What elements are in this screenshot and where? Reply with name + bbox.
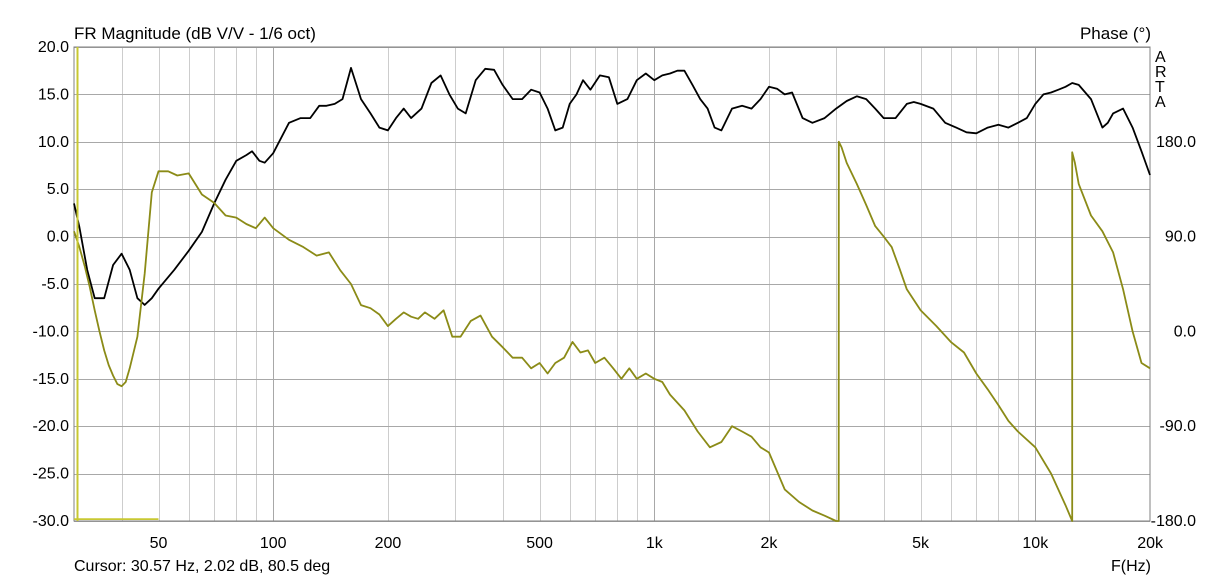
magnitude-curve <box>73 67 1151 306</box>
arta-logo-letter: T <box>1155 79 1165 96</box>
x-tick-label: 100 <box>260 535 287 552</box>
y-tick-label: -5.0 <box>41 276 69 293</box>
y2-tick-labels: 180.0 90.0 0.0 -90.0 -180.0 <box>1151 134 1196 530</box>
x-tick-label: 5k <box>912 535 930 552</box>
x-tick-label: 2k <box>761 535 779 552</box>
y-tick-labels: 20.0 15.0 10.0 5.0 0.0 -5.0 -10.0 -15.0 -20.0 -25… <box>33 39 70 530</box>
y2-tick-label: -180.0 <box>1151 513 1196 530</box>
y2-tick-label: 0.0 <box>1174 323 1196 340</box>
x-tick-label: 500 <box>526 535 553 552</box>
y-tick-label: 10.0 <box>38 134 69 151</box>
phase-curve <box>73 140 1151 522</box>
y2-tick-label: 90.0 <box>1165 229 1196 246</box>
chart-title: FR Magnitude (dB V/V - 1/6 oct) <box>74 24 316 43</box>
arta-logo-letter: A <box>1155 49 1166 66</box>
x-tick-labels: 50 100 200 500 1k 2k 5k 10k 20k <box>150 535 1164 552</box>
arta-logo-letter: A <box>1155 94 1166 111</box>
series-layer <box>73 47 1151 522</box>
x-tick-label: 20k <box>1137 535 1164 552</box>
y-tick-label: -30.0 <box>33 513 70 530</box>
y-tick-label: -20.0 <box>33 418 70 435</box>
y-tick-label: 15.0 <box>38 86 69 103</box>
x-axis-label: F(Hz) <box>1111 558 1151 575</box>
cursor-readout: Cursor: 30.57 Hz, 2.02 dB, 80.5 deg <box>74 558 330 575</box>
x-tick-label: 200 <box>375 535 402 552</box>
plot-frame <box>73 46 1151 522</box>
y-tick-label: 0.0 <box>47 229 69 246</box>
x-tick-label: 50 <box>150 535 168 552</box>
y-tick-label: -10.0 <box>33 323 70 340</box>
x-tick-label: 10k <box>1022 535 1049 552</box>
arta-logo-letter: R <box>1155 64 1167 81</box>
y-tick-label: -25.0 <box>33 466 70 483</box>
y-tick-label: -15.0 <box>33 371 70 388</box>
x-tick-label: 1k <box>646 535 664 552</box>
grid-lines <box>74 47 1150 522</box>
phase-axis-label: Phase (°) <box>1080 24 1151 43</box>
y-tick-label: 5.0 <box>47 181 69 198</box>
y-tick-label: 20.0 <box>38 39 69 56</box>
y2-tick-label: 180.0 <box>1156 134 1196 151</box>
y2-tick-label: -90.0 <box>1160 418 1197 435</box>
